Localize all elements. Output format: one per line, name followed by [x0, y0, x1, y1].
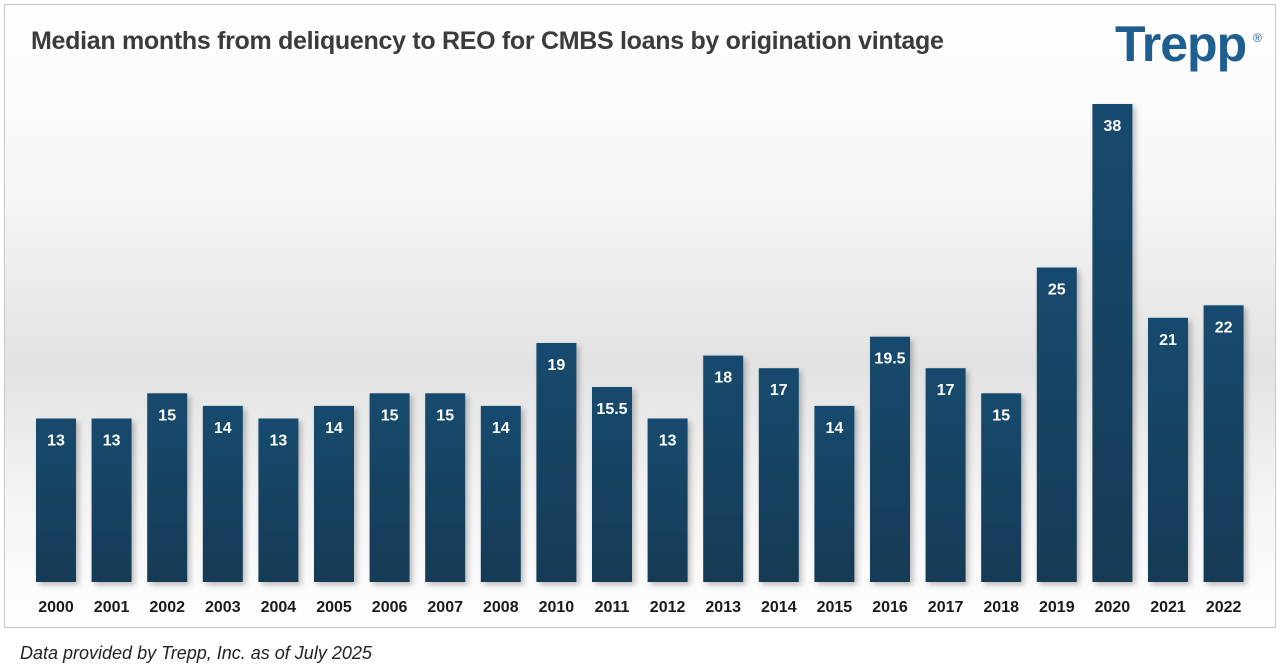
bar-2016	[870, 336, 910, 582]
value-label-2011: 15.5	[596, 401, 627, 418]
x-axis-ticks-group: 2000 2001 2002 2003 2004 2005 2006 2007 2008 2010…	[38, 599, 1241, 616]
x-tick-2014: 2014	[761, 599, 797, 616]
bar-2007	[425, 393, 466, 582]
bar-2015	[814, 405, 855, 582]
bar-2019	[1036, 267, 1077, 582]
value-labels-group: 13 13 15 14 13 14 15 15 14 19 15.5 13 18 17 14 19.5 17 15…	[47, 118, 1232, 450]
chart-title: Median months from deliquency to REO for…	[31, 27, 944, 55]
bar-2004	[258, 418, 299, 582]
bar-2017	[925, 368, 966, 582]
x-tick-2017: 2017	[928, 599, 964, 616]
bar-2011	[592, 387, 632, 582]
bar-2013	[703, 355, 744, 582]
trepp-logo: Trepp	[1115, 16, 1247, 72]
value-label-2006: 15	[381, 407, 399, 424]
bar-2005	[314, 405, 354, 582]
value-label-2013: 18	[714, 370, 732, 387]
value-label-2022: 22	[1215, 319, 1233, 336]
x-tick-2002: 2002	[149, 599, 185, 616]
bar-2021	[1148, 317, 1188, 582]
x-tick-2022: 2022	[1206, 599, 1242, 616]
bar-2014	[758, 368, 799, 582]
x-tick-2021: 2021	[1150, 599, 1186, 616]
x-tick-2003: 2003	[205, 599, 241, 616]
bar-2018	[981, 393, 1022, 582]
x-tick-2011: 2011	[595, 599, 630, 616]
x-tick-2016: 2016	[872, 599, 908, 616]
bar-2002	[147, 393, 188, 582]
bar-2008	[480, 405, 521, 582]
value-label-2021: 21	[1159, 332, 1177, 349]
bar-2012	[647, 418, 688, 582]
value-label-2012: 13	[659, 433, 677, 450]
value-label-2016: 19.5	[874, 351, 905, 368]
value-label-2014: 17	[770, 382, 788, 399]
value-label-2017: 17	[937, 382, 955, 399]
x-tick-2010: 2010	[539, 599, 575, 616]
value-label-2000: 13	[47, 433, 65, 450]
value-label-2008: 14	[492, 420, 510, 437]
x-tick-2020: 2020	[1095, 599, 1131, 616]
bars-group	[36, 104, 1244, 582]
x-tick-2005: 2005	[316, 599, 352, 616]
bar-2006	[369, 393, 410, 582]
x-tick-2000: 2000	[38, 599, 74, 616]
x-tick-2019: 2019	[1039, 599, 1075, 616]
value-label-2004: 13	[270, 433, 288, 450]
x-tick-2018: 2018	[983, 599, 1019, 616]
x-tick-2012: 2012	[650, 599, 686, 616]
source-note: Data provided by Trepp, Inc. as of July …	[20, 643, 372, 663]
value-label-2002: 15	[158, 407, 176, 424]
x-tick-2007: 2007	[427, 599, 463, 616]
x-tick-2015: 2015	[817, 599, 853, 616]
value-label-2018: 15	[992, 407, 1010, 424]
value-label-2020: 38	[1104, 118, 1122, 135]
bar-2000	[36, 418, 76, 582]
x-tick-2004: 2004	[261, 599, 297, 616]
value-label-2001: 13	[103, 433, 121, 450]
bar-2010	[536, 343, 577, 582]
value-label-2003: 14	[214, 420, 232, 437]
x-tick-2013: 2013	[705, 599, 741, 616]
x-tick-2006: 2006	[372, 599, 408, 616]
x-tick-2001: 2001	[94, 599, 130, 616]
bar-2003	[202, 405, 243, 582]
registered-mark: ®	[1253, 31, 1262, 45]
bar-2022	[1203, 305, 1244, 582]
value-label-2010: 19	[548, 357, 566, 374]
bar-2001	[91, 418, 132, 582]
value-label-2005: 14	[325, 420, 343, 437]
value-label-2007: 15	[436, 407, 454, 424]
x-tick-2008: 2008	[483, 599, 519, 616]
value-label-2019: 25	[1048, 282, 1066, 299]
value-label-2015: 14	[826, 420, 844, 437]
bar-2020	[1092, 104, 1133, 582]
